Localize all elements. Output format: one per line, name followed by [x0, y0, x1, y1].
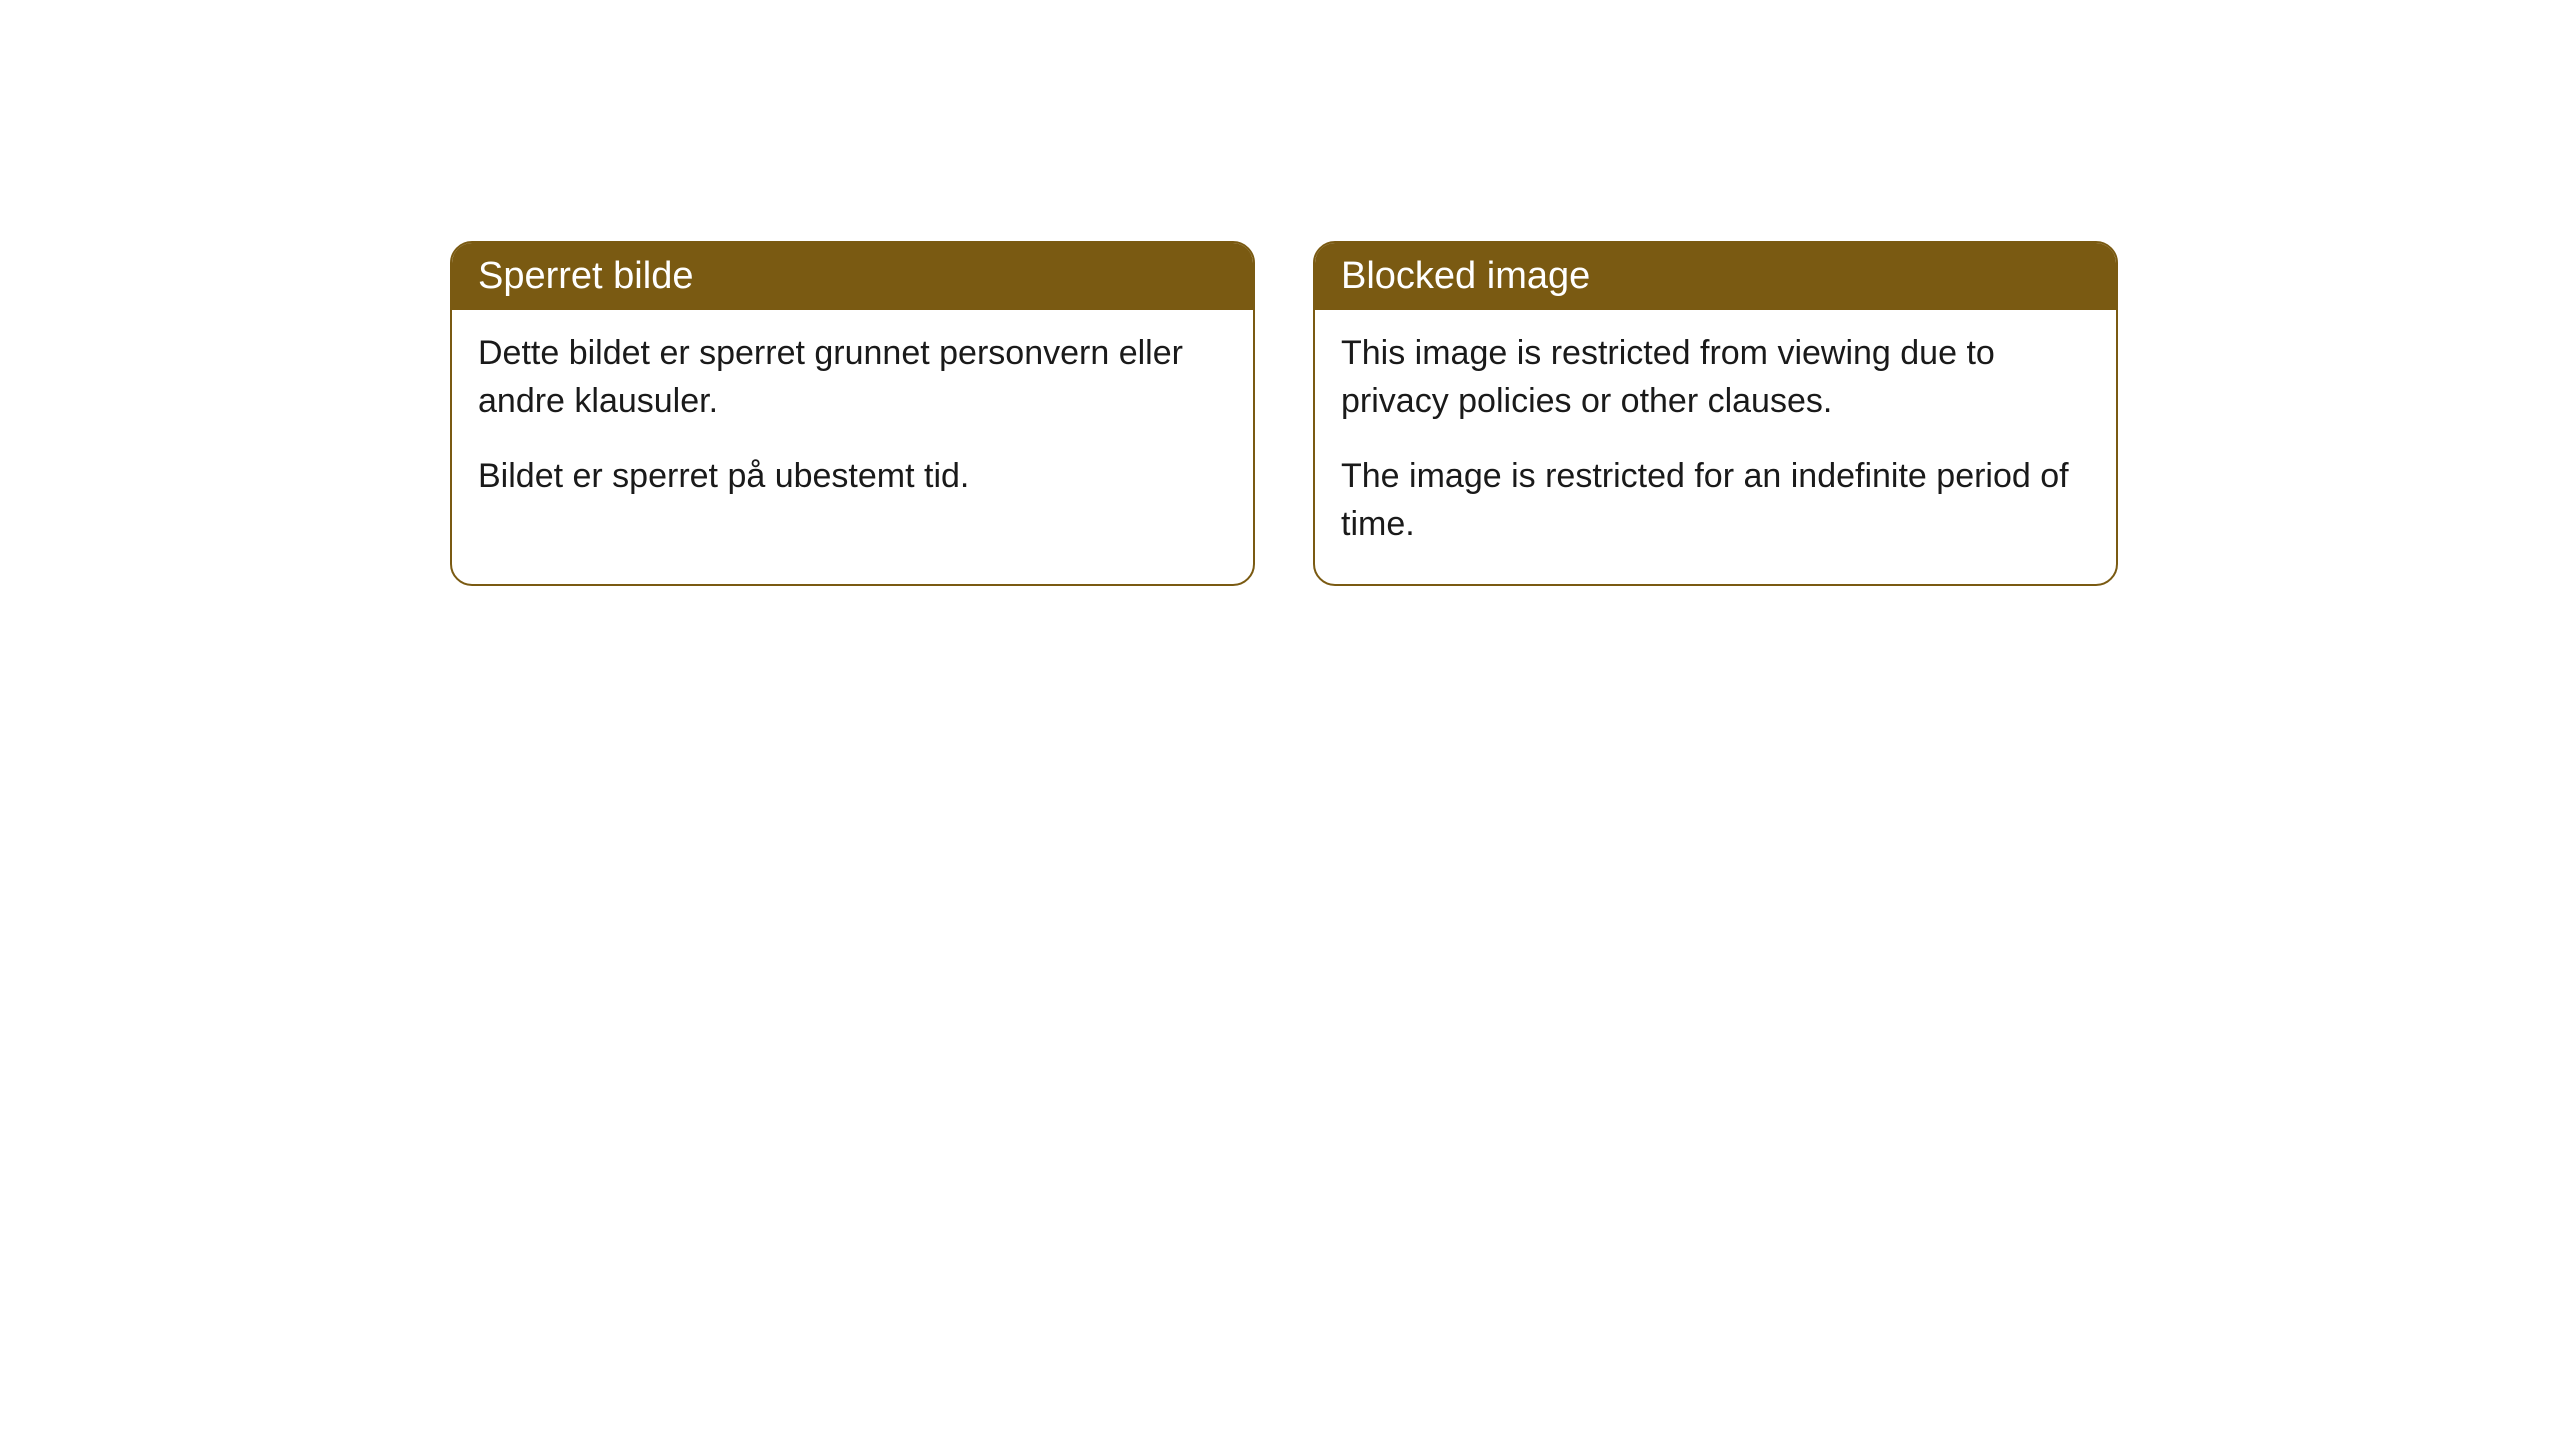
- card-header-norwegian: Sperret bilde: [452, 243, 1253, 310]
- card-paragraph: Bildet er sperret på ubestemt tid.: [478, 453, 1227, 501]
- cards-container: Sperret bilde Dette bildet er sperret gr…: [450, 241, 2118, 586]
- card-paragraph: This image is restricted from viewing du…: [1341, 330, 2090, 425]
- card-title: Blocked image: [1341, 255, 1590, 297]
- card-paragraph: Dette bildet er sperret grunnet personve…: [478, 330, 1227, 425]
- card-title: Sperret bilde: [478, 255, 693, 297]
- blocked-image-card-norwegian: Sperret bilde Dette bildet er sperret gr…: [450, 241, 1255, 586]
- card-paragraph: The image is restricted for an indefinit…: [1341, 453, 2090, 548]
- card-header-english: Blocked image: [1315, 243, 2116, 310]
- card-body-norwegian: Dette bildet er sperret grunnet personve…: [452, 310, 1253, 537]
- card-body-english: This image is restricted from viewing du…: [1315, 310, 2116, 584]
- blocked-image-card-english: Blocked image This image is restricted f…: [1313, 241, 2118, 586]
